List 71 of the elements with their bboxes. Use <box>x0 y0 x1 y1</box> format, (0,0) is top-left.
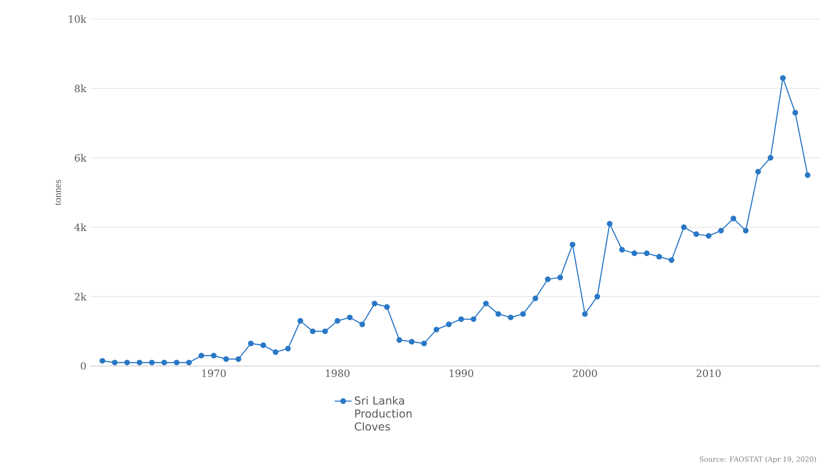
point <box>693 231 700 237</box>
point <box>792 110 798 116</box>
point <box>248 340 254 346</box>
point <box>544 276 551 282</box>
point <box>594 294 600 300</box>
point <box>236 356 242 362</box>
point <box>149 360 155 366</box>
point <box>742 228 749 234</box>
point <box>483 300 489 306</box>
point <box>582 311 588 317</box>
y-tick-label: 4k <box>74 223 87 231</box>
point <box>681 224 687 230</box>
point <box>768 154 774 161</box>
point <box>434 326 440 332</box>
point <box>186 360 192 366</box>
point <box>557 274 564 280</box>
point <box>136 360 142 366</box>
point <box>718 228 724 234</box>
x-tick-label: 2000 <box>572 370 597 378</box>
point <box>619 246 625 253</box>
point <box>297 318 304 324</box>
point <box>396 337 402 343</box>
point <box>570 242 576 248</box>
x-tick-label: 1990 <box>450 370 474 378</box>
point <box>446 322 452 328</box>
point <box>644 250 650 256</box>
point <box>260 342 266 348</box>
point <box>334 318 340 324</box>
point <box>272 349 278 355</box>
y-axis-title: tonnes <box>55 180 61 206</box>
point <box>322 328 328 334</box>
y-tick-label: 8k <box>74 84 87 92</box>
point <box>520 311 526 317</box>
point <box>632 250 638 256</box>
x-tick-label: 1970 <box>202 370 226 378</box>
point <box>656 254 662 260</box>
point <box>112 360 118 366</box>
x-tick-label: 2010 <box>696 370 721 378</box>
point <box>174 360 180 366</box>
point <box>285 346 291 352</box>
point <box>470 316 476 322</box>
point <box>223 356 229 362</box>
point <box>161 360 168 366</box>
point <box>755 168 761 175</box>
point <box>532 295 538 302</box>
point <box>730 216 736 222</box>
y-tick-label: 10k <box>68 15 87 23</box>
point <box>668 257 674 264</box>
legend-label: Sri Lanka Production Cloves <box>354 396 412 431</box>
point <box>421 340 427 346</box>
point <box>606 220 613 227</box>
point <box>346 314 353 320</box>
point <box>384 304 390 310</box>
point <box>372 300 378 306</box>
point <box>310 328 316 334</box>
point <box>780 75 786 81</box>
point <box>804 172 810 178</box>
point <box>495 311 502 317</box>
y-tick-label: 0 <box>80 362 86 370</box>
point <box>124 360 130 366</box>
point <box>458 316 464 322</box>
point <box>100 358 106 364</box>
point <box>359 322 366 328</box>
point <box>210 352 217 358</box>
point <box>408 338 415 345</box>
x-tick-label: 1980 <box>326 370 350 378</box>
point <box>198 352 204 358</box>
point <box>706 233 712 239</box>
y-tick-label: 2k <box>74 292 87 300</box>
y-tick-label: 6k <box>74 154 87 162</box>
point <box>508 314 514 320</box>
